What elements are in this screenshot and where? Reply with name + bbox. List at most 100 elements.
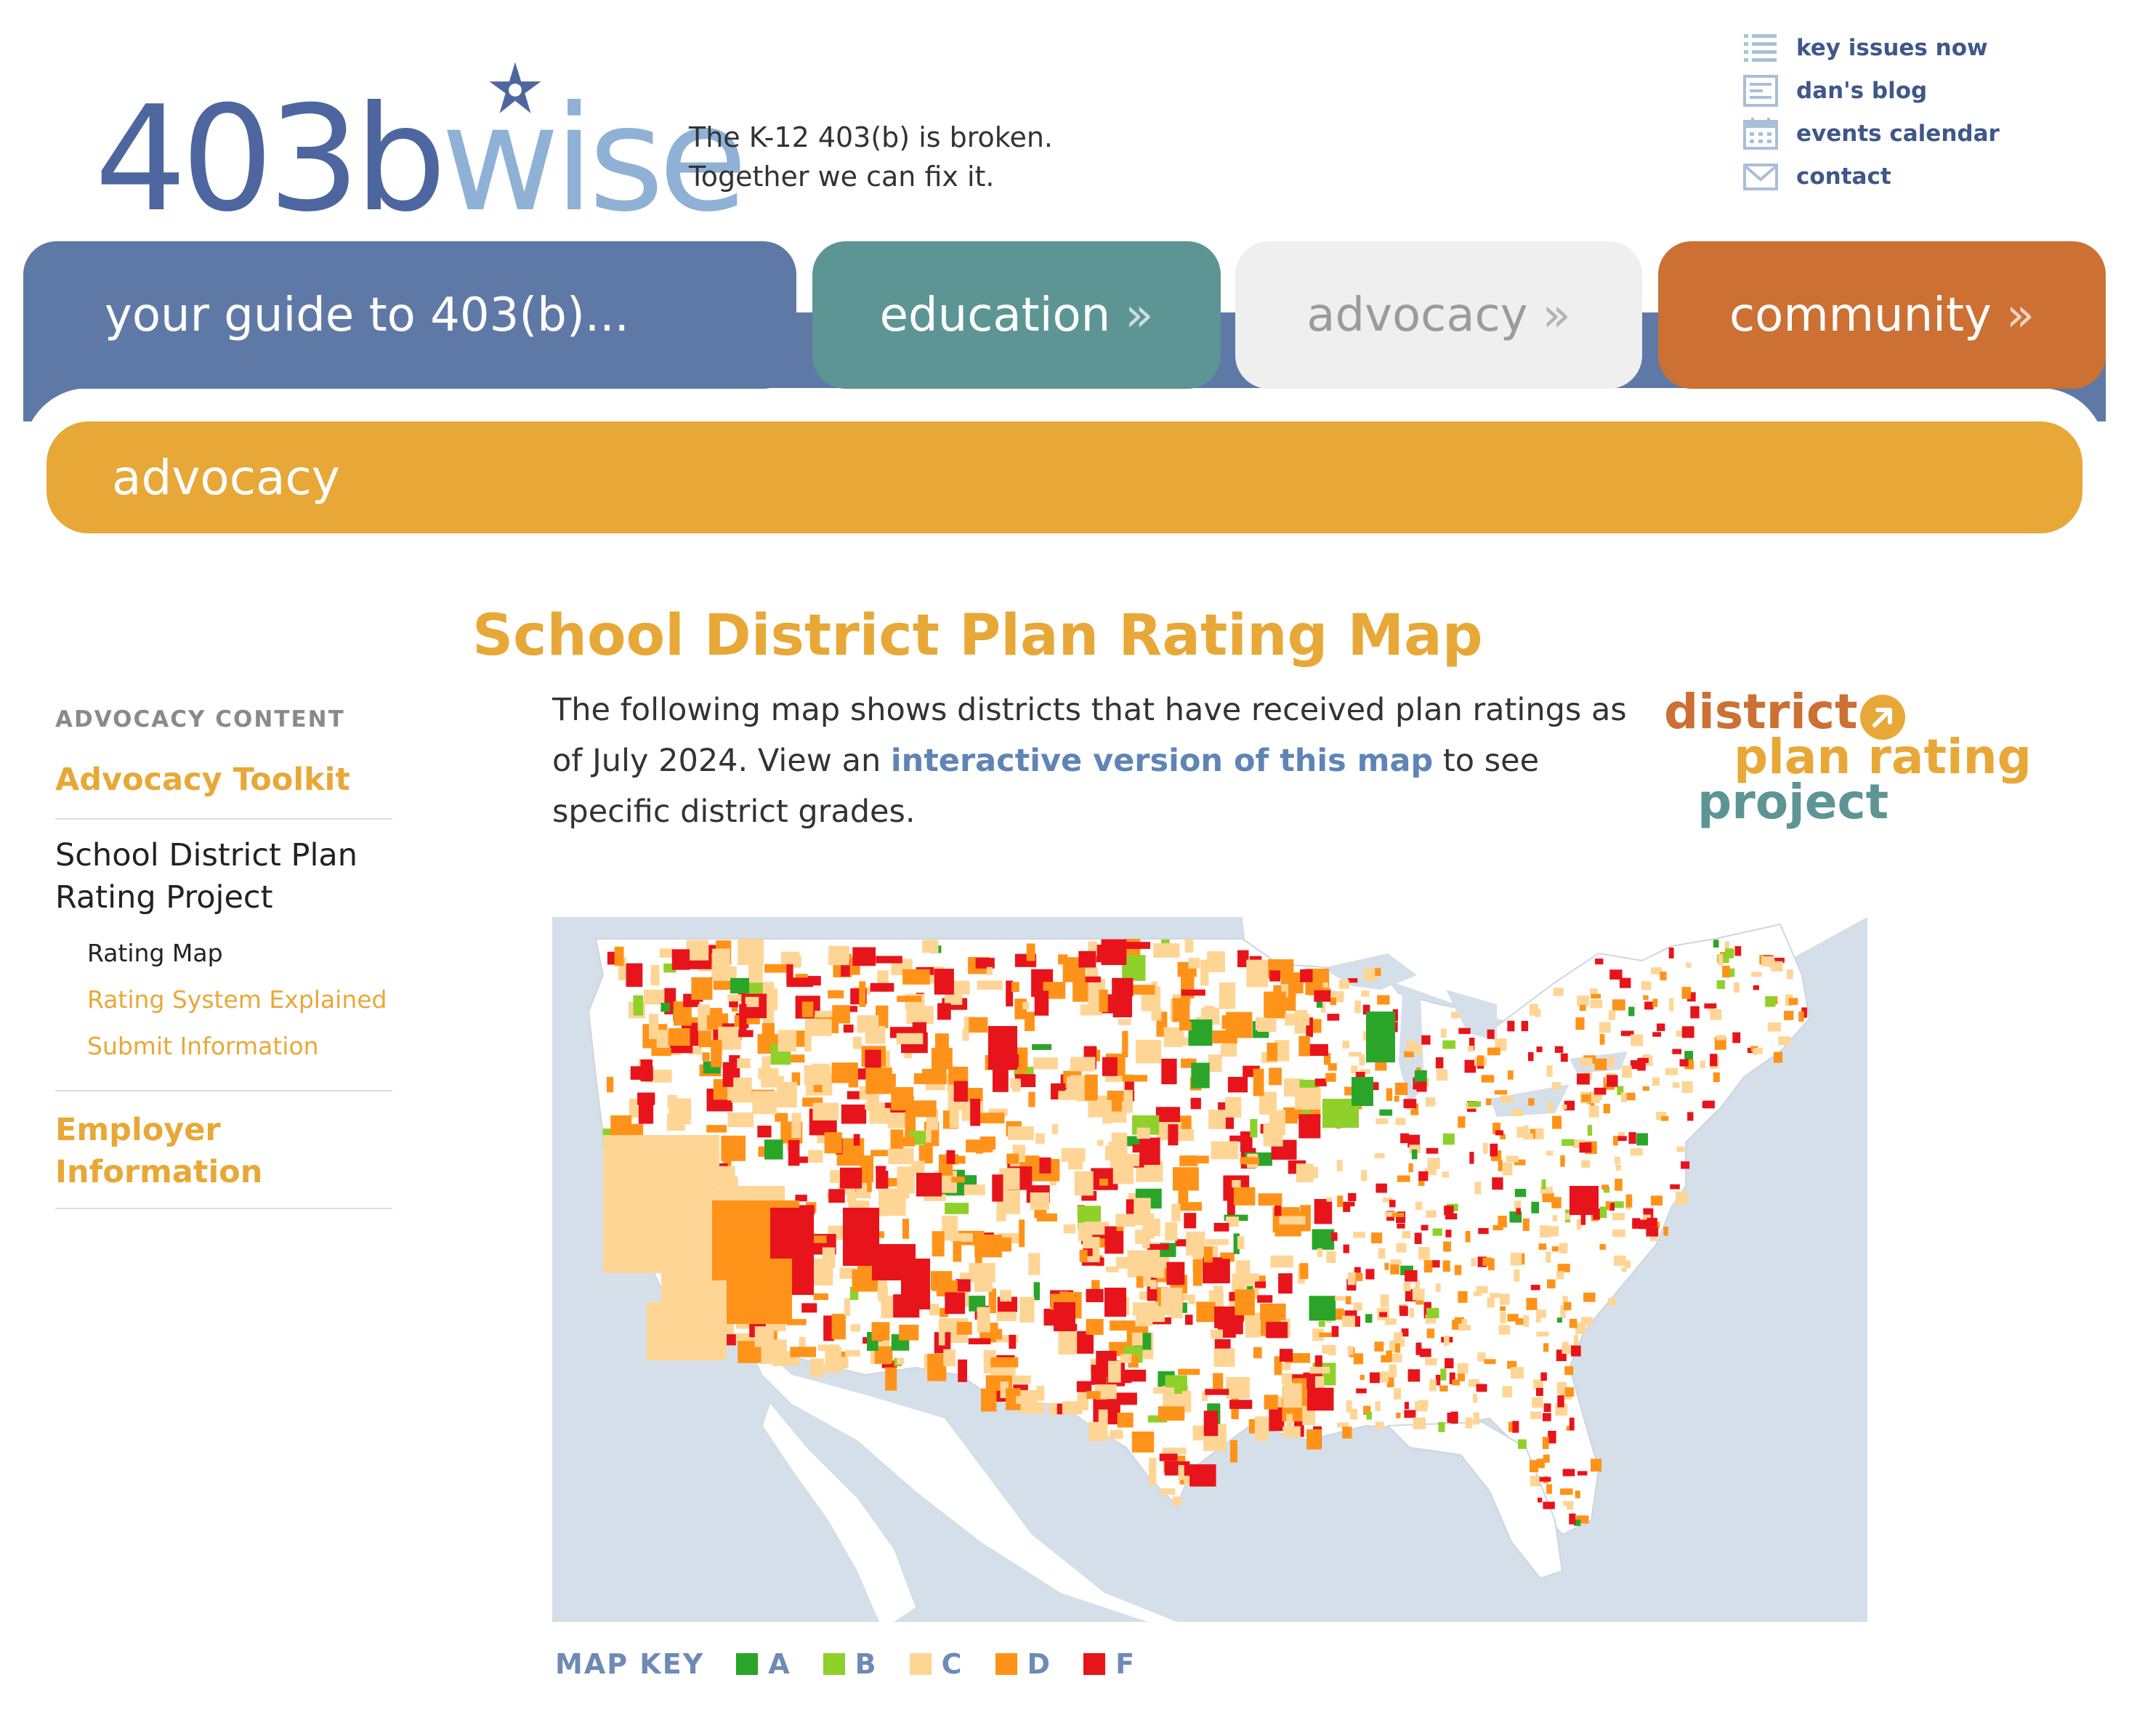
district-patch: [899, 1325, 919, 1341]
district-patch: [1189, 1464, 1216, 1487]
nav-tab-education[interactable]: education »: [812, 241, 1221, 389]
district-patch: [1630, 1148, 1644, 1156]
district-patch: [878, 1189, 887, 1216]
district-patch: [1449, 1372, 1455, 1384]
district-patch: [1181, 989, 1205, 996]
district-patch: [869, 1107, 891, 1124]
utility-link-blog[interactable]: dan's blog: [1742, 70, 2120, 111]
chevron-right-icon: »: [1542, 288, 1571, 342]
district-patch: [1383, 1198, 1393, 1203]
district-patch: [1572, 1139, 1585, 1148]
district-patch: [1514, 1159, 1526, 1166]
district-patch: [1219, 982, 1236, 1009]
district-patch: [1532, 1379, 1543, 1389]
district-patch: [1511, 1109, 1523, 1117]
district-patch: [1444, 1335, 1450, 1347]
utility-link-contact[interactable]: contact: [1742, 156, 2120, 197]
district-patch: [1469, 1038, 1475, 1051]
district-patch: [795, 1195, 807, 1202]
district-patch: [1594, 1091, 1602, 1100]
district-patch: [1282, 1373, 1293, 1384]
district-patch: [626, 963, 643, 988]
district-patch: [1734, 946, 1742, 956]
district-patch: [1032, 1043, 1052, 1050]
district-patch: [1657, 1023, 1665, 1031]
district-patch: [1204, 1005, 1215, 1018]
sidebar-link-employer-information[interactable]: Employer Information: [55, 1112, 263, 1190]
district-patch: [1427, 1158, 1440, 1169]
district-patch: [1390, 1259, 1402, 1265]
district-patch: [1588, 1105, 1599, 1118]
district-patch: [1114, 1392, 1137, 1405]
district-patch: [1229, 1135, 1245, 1142]
district-patch: [702, 1052, 710, 1061]
district-patch: [1426, 1307, 1439, 1318]
district-patch: [1147, 1415, 1168, 1423]
district-patch: [1397, 1175, 1410, 1182]
district-patch: [1083, 1248, 1093, 1256]
district-patch: [737, 1058, 751, 1069]
district-patch: [1274, 1356, 1282, 1376]
district-patch: [1000, 1381, 1009, 1398]
district-patch: [996, 1206, 1006, 1222]
district-patch: [775, 1113, 788, 1122]
interactive-map-link[interactable]: interactive version of this map: [890, 743, 1434, 779]
district-patch: [1464, 1059, 1476, 1073]
district-patch: [843, 1025, 854, 1033]
nav-tab-advocacy[interactable]: advocacy »: [1235, 241, 1642, 389]
district-patch: [1300, 969, 1313, 982]
district-patch: [1006, 1153, 1019, 1164]
district-patch: [1190, 1097, 1201, 1110]
district-patch: [1370, 1372, 1380, 1384]
district-patch: [1306, 1017, 1313, 1038]
sidebar-subitem-rating-system[interactable]: Rating System Explained: [87, 985, 387, 1014]
district-patch: [1416, 1067, 1421, 1073]
district-patch: [786, 977, 813, 988]
district-patch: [924, 1194, 946, 1201]
district-patch: [1663, 1227, 1668, 1236]
nav-tab-guide[interactable]: your guide to 403(b)...: [23, 241, 796, 389]
district-patch: [1208, 1054, 1222, 1073]
sidebar-link-advocacy-toolkit[interactable]: Advocacy Toolkit: [55, 762, 350, 798]
district-patch: [1675, 1191, 1688, 1205]
district-patch: [686, 940, 709, 961]
district-patch: [668, 1098, 692, 1121]
district-patch: [1394, 1083, 1408, 1095]
district-patch: [922, 940, 939, 953]
district-patch: [870, 982, 894, 992]
district-patch: [1564, 1213, 1571, 1220]
sidebar-current-section[interactable]: School District Plan Rating Project: [55, 837, 358, 916]
district-patch: [1690, 1006, 1700, 1019]
district-patch: [762, 982, 775, 996]
district-patch: [1203, 1259, 1230, 1284]
district-patch: [738, 1030, 754, 1038]
district-patch: [1200, 959, 1209, 986]
district-patch: [1576, 1219, 1581, 1230]
utility-link-label: contact: [1796, 163, 1891, 190]
utility-link-events[interactable]: events calendar: [1742, 113, 2120, 154]
district-patch: [1650, 1195, 1663, 1206]
district-patch: [1557, 1264, 1570, 1272]
district-patch: [1101, 939, 1127, 965]
district-patch: [1543, 1501, 1555, 1509]
district-patch: [831, 1062, 858, 1083]
district-patch: [1061, 1148, 1086, 1162]
district-patch: [1435, 1057, 1444, 1069]
district-patch: [1608, 1010, 1616, 1020]
nav-tab-community[interactable]: community»: [1658, 241, 2106, 389]
site-logo[interactable]: 403bwise: [94, 87, 748, 233]
district-patch: [1522, 1218, 1530, 1231]
rating-map[interactable]: [552, 895, 1867, 1622]
district-patch: [1274, 1205, 1282, 1216]
district-patch: [1099, 1179, 1108, 1186]
district-patch: [1652, 1077, 1660, 1086]
sidebar-subitem-submit-info[interactable]: Submit Information: [87, 1032, 319, 1060]
district-patch: [1536, 1046, 1543, 1052]
district-patch: [1467, 1046, 1474, 1052]
district-patch: [1331, 1232, 1338, 1241]
utility-link-key-issues[interactable]: key issues now: [1742, 28, 2120, 68]
district-patch: [1612, 1136, 1618, 1146]
district-patch: [1590, 999, 1603, 1009]
sidebar-subitem-rating-map[interactable]: Rating Map: [87, 939, 223, 967]
district-patch: [1360, 1374, 1365, 1381]
